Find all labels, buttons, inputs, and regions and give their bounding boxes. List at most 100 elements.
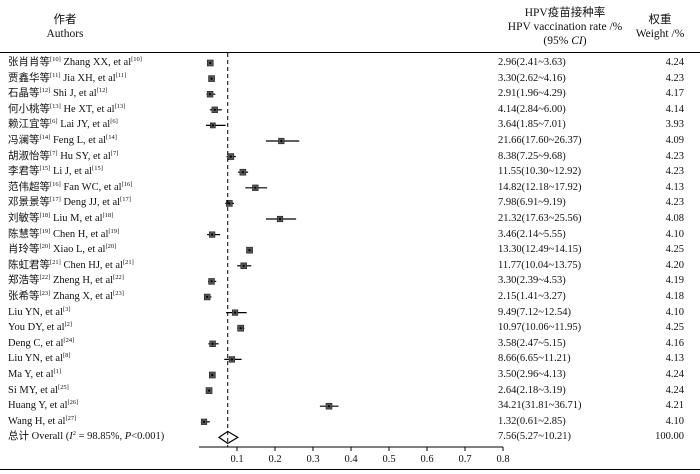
x-tick-label: 0.8 bbox=[496, 454, 509, 465]
point-estimate-dot bbox=[239, 327, 242, 330]
study-ref-en: [11] bbox=[115, 71, 127, 79]
overall-label: 总计 Overall (I2 = 98.85%, P<0.001) bbox=[8, 430, 164, 444]
study-label: Wang H, et al[27] bbox=[8, 415, 76, 429]
study-name-en: Xiao L, et al bbox=[52, 244, 106, 256]
study-label: 贾鑫华等[11] Jia XH, et al[11] bbox=[8, 72, 126, 86]
point-estimate-dot bbox=[278, 217, 282, 221]
point-estimate-dot bbox=[230, 358, 234, 361]
study-label: 胡淑怡等[7] Hu SY, et al[7] bbox=[8, 150, 118, 164]
study-ref-cn: [20] bbox=[39, 243, 51, 251]
rate-header-cn: HPV疫苗接种率 bbox=[524, 7, 606, 19]
point-estimate-dot bbox=[209, 61, 212, 65]
study-weight: 4.24 bbox=[665, 369, 684, 380]
study-name-en: He XT, et al bbox=[63, 103, 115, 115]
study-rate-ci: 8.66(6.65~11.21) bbox=[498, 353, 571, 365]
study-name-en: Jia XH, et al bbox=[63, 72, 116, 84]
point-estimate-dot bbox=[229, 155, 232, 158]
p-value: <0.001) bbox=[131, 431, 165, 443]
study-weight: 4.23 bbox=[665, 166, 684, 178]
study-weight: 4.23 bbox=[665, 197, 684, 209]
study-name-en: Fan WC, et al bbox=[63, 181, 122, 193]
study-weight: 4.20 bbox=[665, 259, 684, 271]
overall-diamond bbox=[217, 430, 239, 445]
point-estimate-dot bbox=[210, 280, 213, 283]
study-name-cn: 肖玲等 bbox=[8, 244, 40, 256]
x-tick-label: 0.1 bbox=[230, 454, 243, 465]
rate-header-en: HPV vaccination rate /% bbox=[507, 21, 623, 33]
study-label: 陈慧等[19] Chen H, et al[19] bbox=[8, 228, 119, 242]
study-name-en: Zhang X, et al bbox=[52, 291, 114, 302]
author-column-header: 作者 Authors bbox=[35, 13, 95, 41]
study-name-en: Feng L, et al bbox=[52, 135, 107, 146]
study-name-en: Li J, et al bbox=[52, 166, 93, 178]
point-estimate-dot bbox=[206, 295, 209, 299]
study-weight: 3.93 bbox=[665, 119, 684, 131]
study-label: 陈虹君等[21] Chen HJ, et al[21] bbox=[8, 259, 134, 273]
study-rate-ci: 21.66(17.60~26.37) bbox=[498, 135, 582, 146]
study-ref-en: [1] bbox=[53, 368, 62, 375]
study-ref-en: [7] bbox=[110, 149, 119, 157]
study-rate-ci: 2.64(2.18~3.19) bbox=[498, 384, 566, 396]
study-name-cn: 郑浩等 bbox=[8, 275, 40, 287]
study-label: 邓景景等[17] Deng JJ, et al[17] bbox=[8, 196, 131, 210]
study-rate-ci: 4.14(2.84~6.00) bbox=[498, 103, 566, 115]
header-rule bbox=[0, 52, 700, 53]
point-estimate-dot bbox=[210, 77, 213, 80]
study-ref-cn: [12] bbox=[39, 87, 51, 95]
study-name-en: Deng JJ, et al bbox=[63, 197, 121, 209]
study-rate-ci: 8.38(7.25~9.68) bbox=[498, 150, 566, 162]
study-name-en: Shi J, et al bbox=[52, 88, 97, 100]
study-weight: 4.21 bbox=[665, 400, 684, 412]
study-name-en: Chen HJ, et al bbox=[63, 259, 123, 271]
study-ref-en: [3] bbox=[63, 305, 71, 313]
study-ref-en: [6] bbox=[110, 118, 118, 126]
point-estimate-dot bbox=[241, 171, 244, 174]
study-rate-ci: 13.30(12.49~14.15) bbox=[498, 244, 582, 256]
study-ref-en: [24] bbox=[63, 336, 75, 344]
x-tick-label: 0.3 bbox=[306, 454, 319, 465]
study-rate-ci: 11.55(10.30~12.92) bbox=[498, 166, 582, 178]
study-weight: 4.18 bbox=[665, 291, 684, 302]
study-name-cn: 张肖肖等 bbox=[8, 57, 50, 68]
study-label: Ma Y, et al[1] bbox=[8, 368, 61, 382]
study-label: 何小桃等[13] He XT, et al[13] bbox=[8, 103, 125, 117]
study-name-cn: 赖江宜等 bbox=[8, 119, 50, 131]
study-name-en: Zheng H, et al bbox=[52, 275, 114, 287]
author-header-en: Authors bbox=[46, 28, 84, 40]
study-name-en: Zhang XX, et al bbox=[63, 57, 132, 68]
study-ref-cn: [14] bbox=[39, 134, 51, 141]
study-rate-ci: 2.91(1.96~4.29) bbox=[498, 88, 566, 100]
study-ref-en: [18] bbox=[102, 212, 114, 219]
study-name-en: Chen H, et al bbox=[52, 228, 109, 240]
study-rate-ci: 14.82(12.18~17.92) bbox=[498, 181, 582, 193]
study-name-cn: 范伟超等 bbox=[8, 181, 50, 193]
study-ref-en: [20] bbox=[105, 243, 117, 251]
study-rate-ci: 1.32(0.61~2.85) bbox=[498, 415, 566, 427]
study-ref-en: [13] bbox=[114, 102, 126, 110]
study-name-cn: 石晶等 bbox=[8, 88, 40, 100]
study-name-en: Lai JY, et al bbox=[60, 119, 111, 131]
point-estimate-dot bbox=[211, 342, 214, 345]
i2-superscript: 2 bbox=[72, 430, 76, 438]
point-estimate-dot bbox=[211, 373, 214, 377]
study-ref-en: [17] bbox=[120, 196, 131, 204]
study-rate-ci: 3.30(2.39~4.53) bbox=[498, 275, 566, 287]
study-label: 刘敏等[18] Liu M, et al[18] bbox=[8, 212, 113, 226]
study-weight: 4.25 bbox=[665, 244, 684, 256]
point-estimate-dot bbox=[207, 389, 211, 392]
study-ref-cn: [7] bbox=[50, 149, 58, 157]
study-label: 范伟超等[16] Fan WC, et al[16] bbox=[8, 181, 132, 195]
study-weight: 4.17 bbox=[665, 88, 684, 100]
study-ref-en: [15] bbox=[92, 165, 103, 173]
study-rate-ci: 3.58(2.47~5.15) bbox=[498, 337, 566, 349]
point-estimate-dot bbox=[233, 311, 237, 314]
study-rate-ci: 11.77(10.04~13.75) bbox=[498, 259, 582, 271]
study-weight: 4.23 bbox=[665, 150, 684, 162]
study-ref-en: [23] bbox=[113, 290, 124, 297]
study-ref-cn: [19] bbox=[39, 227, 51, 235]
i2-symbol: I bbox=[69, 431, 73, 443]
study-name-cn: 胡淑怡等 bbox=[8, 150, 50, 162]
x-tick-label: 0.5 bbox=[382, 454, 395, 465]
study-weight: 4.09 bbox=[665, 135, 684, 146]
study-rate-ci: 2.15(1.41~3.27) bbox=[498, 291, 566, 302]
